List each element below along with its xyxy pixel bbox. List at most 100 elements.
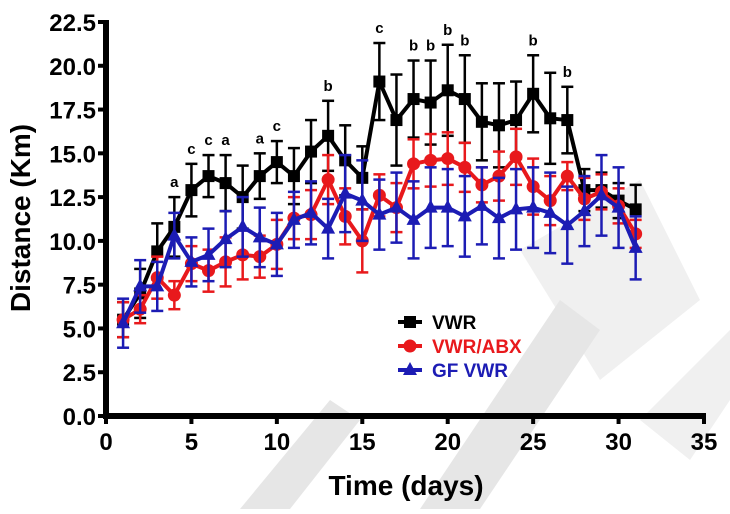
data-point <box>167 288 181 302</box>
data-point <box>560 217 575 231</box>
data-point <box>201 246 216 260</box>
legend-item: VWR/ABX <box>398 337 522 358</box>
data-point <box>270 156 283 169</box>
data-point <box>509 201 524 215</box>
legend-label: VWR <box>432 313 477 334</box>
data-point <box>560 169 574 183</box>
significance-label: b <box>563 64 572 81</box>
data-point <box>133 278 148 292</box>
legend-label: GF VWR <box>432 361 508 382</box>
data-point <box>628 239 643 253</box>
data-point <box>151 245 164 258</box>
data-point <box>269 236 284 250</box>
data-point <box>167 227 182 241</box>
significance-label: b <box>460 32 469 49</box>
series-vwr <box>117 41 642 339</box>
data-point <box>338 185 353 199</box>
data-point <box>321 173 335 187</box>
data-point <box>304 204 319 218</box>
significance-label: c <box>187 141 195 158</box>
significance-label: b <box>409 38 418 55</box>
axes: 0.0 2.5 5.0 7.5 10.0 12.5 15.0 17.5 20.0 22.5 0 5 10… <box>49 10 717 456</box>
x-tick-label: 10 <box>264 429 291 456</box>
data-point <box>150 278 165 292</box>
x-tick-label: 30 <box>605 429 632 456</box>
data-point <box>475 115 488 128</box>
y-tick-label: 17.5 <box>49 98 96 125</box>
legend-item: GF VWR <box>398 361 508 382</box>
x-tick-label: 25 <box>520 429 547 456</box>
y-tick-label: 15.0 <box>49 141 96 168</box>
data-point <box>287 170 300 183</box>
data-point <box>355 192 370 206</box>
data-point <box>629 203 642 216</box>
data-point <box>491 210 506 224</box>
significance-label: a <box>256 130 265 147</box>
data-point <box>544 112 557 125</box>
data-point <box>474 197 489 211</box>
data-point <box>441 152 455 166</box>
data-point <box>305 145 318 158</box>
y-tick-label: 2.5 <box>63 360 96 387</box>
x-axis-label: Time (days) <box>328 470 483 501</box>
data-point <box>286 211 301 225</box>
data-point <box>458 160 472 174</box>
y-tick-label: 7.5 <box>63 273 96 300</box>
data-point <box>458 93 471 106</box>
x-tick-label: 35 <box>691 429 718 456</box>
legend-item: VWR <box>398 313 477 334</box>
data-point <box>389 199 404 213</box>
data-point <box>372 206 387 220</box>
data-point <box>492 169 506 183</box>
data-point <box>407 93 420 106</box>
legend-marker <box>403 362 417 375</box>
data-point <box>526 199 541 213</box>
data-point <box>424 153 438 167</box>
data-point <box>390 114 403 127</box>
data-point <box>492 119 505 132</box>
data-point <box>185 184 198 197</box>
data-point <box>577 203 592 217</box>
y-axis-label: Distance (Km) <box>5 124 36 312</box>
significance-label: b <box>443 22 452 39</box>
series-gf-vwr <box>116 153 643 349</box>
data-point <box>116 315 131 329</box>
data-point <box>406 211 421 225</box>
y-tick-label: 10.0 <box>49 229 96 256</box>
data-point <box>235 218 250 232</box>
significance-label: a <box>221 132 230 149</box>
legend-marker <box>403 339 417 353</box>
data-point <box>253 170 266 183</box>
data-point <box>441 84 454 97</box>
data-point <box>202 170 215 183</box>
y-tick-label: 12.5 <box>49 185 96 212</box>
legend-marker <box>404 316 416 328</box>
data-point <box>509 150 523 164</box>
data-point <box>321 220 336 234</box>
y-tick-label: 22.5 <box>49 10 96 37</box>
y-tick-label: 5.0 <box>63 316 96 343</box>
significance-label: b <box>529 32 538 49</box>
y-tick-label: 20.0 <box>49 54 96 81</box>
data-point <box>527 87 540 100</box>
data-point <box>322 129 335 142</box>
y-tick-label: 0.0 <box>63 404 96 431</box>
significance-label: b <box>324 78 333 95</box>
x-tick-label: 15 <box>349 429 376 456</box>
data-point <box>184 253 199 267</box>
data-point <box>594 187 609 201</box>
data-point <box>561 114 574 127</box>
x-tick-label: 20 <box>434 429 461 456</box>
significance-label: c <box>375 20 383 37</box>
data-point <box>373 75 386 88</box>
data-point <box>252 229 267 243</box>
data-point <box>423 199 438 213</box>
x-tick-label: 5 <box>185 429 198 456</box>
significance-label: c <box>273 118 281 135</box>
legend-label: VWR/ABX <box>432 337 522 358</box>
data-point <box>424 96 437 109</box>
data-point <box>457 208 472 222</box>
data-point <box>510 114 523 127</box>
